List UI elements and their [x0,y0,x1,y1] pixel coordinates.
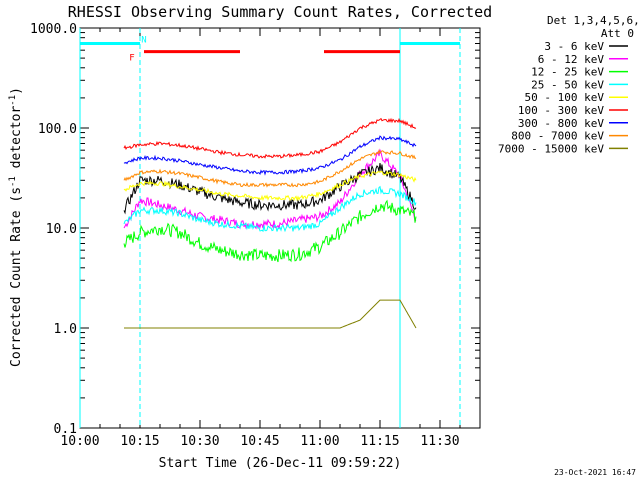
y-tick-label: 100.0 [38,122,77,137]
y-axis-label-mid: detector [9,106,24,177]
plot-area: 10:00 10:15 10:30 10:45 11:00 11:15 11:30 1000.… [30,22,481,449]
legend-label: 12 - 25 keV [531,66,604,79]
series-line [123,199,417,263]
x-axis-label: Start Time (26-Dec-11 09:59:22) [159,456,402,471]
legend-label: 7000 - 15000 keV [498,142,604,155]
legend-label: 6 - 12 keV [538,53,605,66]
legend-header-line1: Det 1,3,4,5,6,9, [547,14,640,27]
mode-label: F [129,54,134,64]
y-tick-label: 1000.0 [30,22,77,37]
x-tick-label: 11:00 [300,434,339,449]
series-line [123,185,417,233]
x-tick-label: 10:15 [120,434,159,449]
y-tick-label: 1.0 [54,322,77,337]
y-tick-label: 0.1 [54,422,77,437]
legend-label: 800 - 7000 keV [511,130,604,143]
x-tick-label: 10:30 [180,434,219,449]
y-axis-label: Corrected Count Rate (s-1 detector-1) [8,87,24,367]
legend-label: 3 - 6 keV [544,40,604,53]
series-line [124,299,417,329]
timestamp: 23-Oct-2021 16:47 [554,468,636,477]
mode-label: N [141,35,146,45]
legend-label: 100 - 300 keV [518,104,604,117]
y-axis-label-sup1: -1 [8,176,18,187]
y-axis-label-sup2: -1 [8,95,18,106]
series-line [123,170,417,202]
legend-label: 50 - 100 keV [525,91,605,104]
series-line [123,148,417,230]
x-tick-label: 10:45 [240,434,279,449]
x-tick-label: 11:15 [360,434,399,449]
x-tick-label: 11:30 [420,434,459,449]
y-axis-label-main: Corrected Count Rate (s [9,187,24,367]
legend-label: 300 - 800 keV [518,117,604,130]
series-line [123,135,417,176]
chart-title: RHESSI Observing Summary Count Rates, Co… [68,3,492,21]
y-tick-label: 10.0 [46,222,77,237]
x-tick-label: 10:00 [60,434,99,449]
series-line [123,149,417,188]
y-axis-label-end: ) [9,87,24,95]
legend-header-line2: Att 0 [601,27,634,40]
series-line [123,117,417,159]
legend-label: 25 - 50 keV [531,78,604,91]
